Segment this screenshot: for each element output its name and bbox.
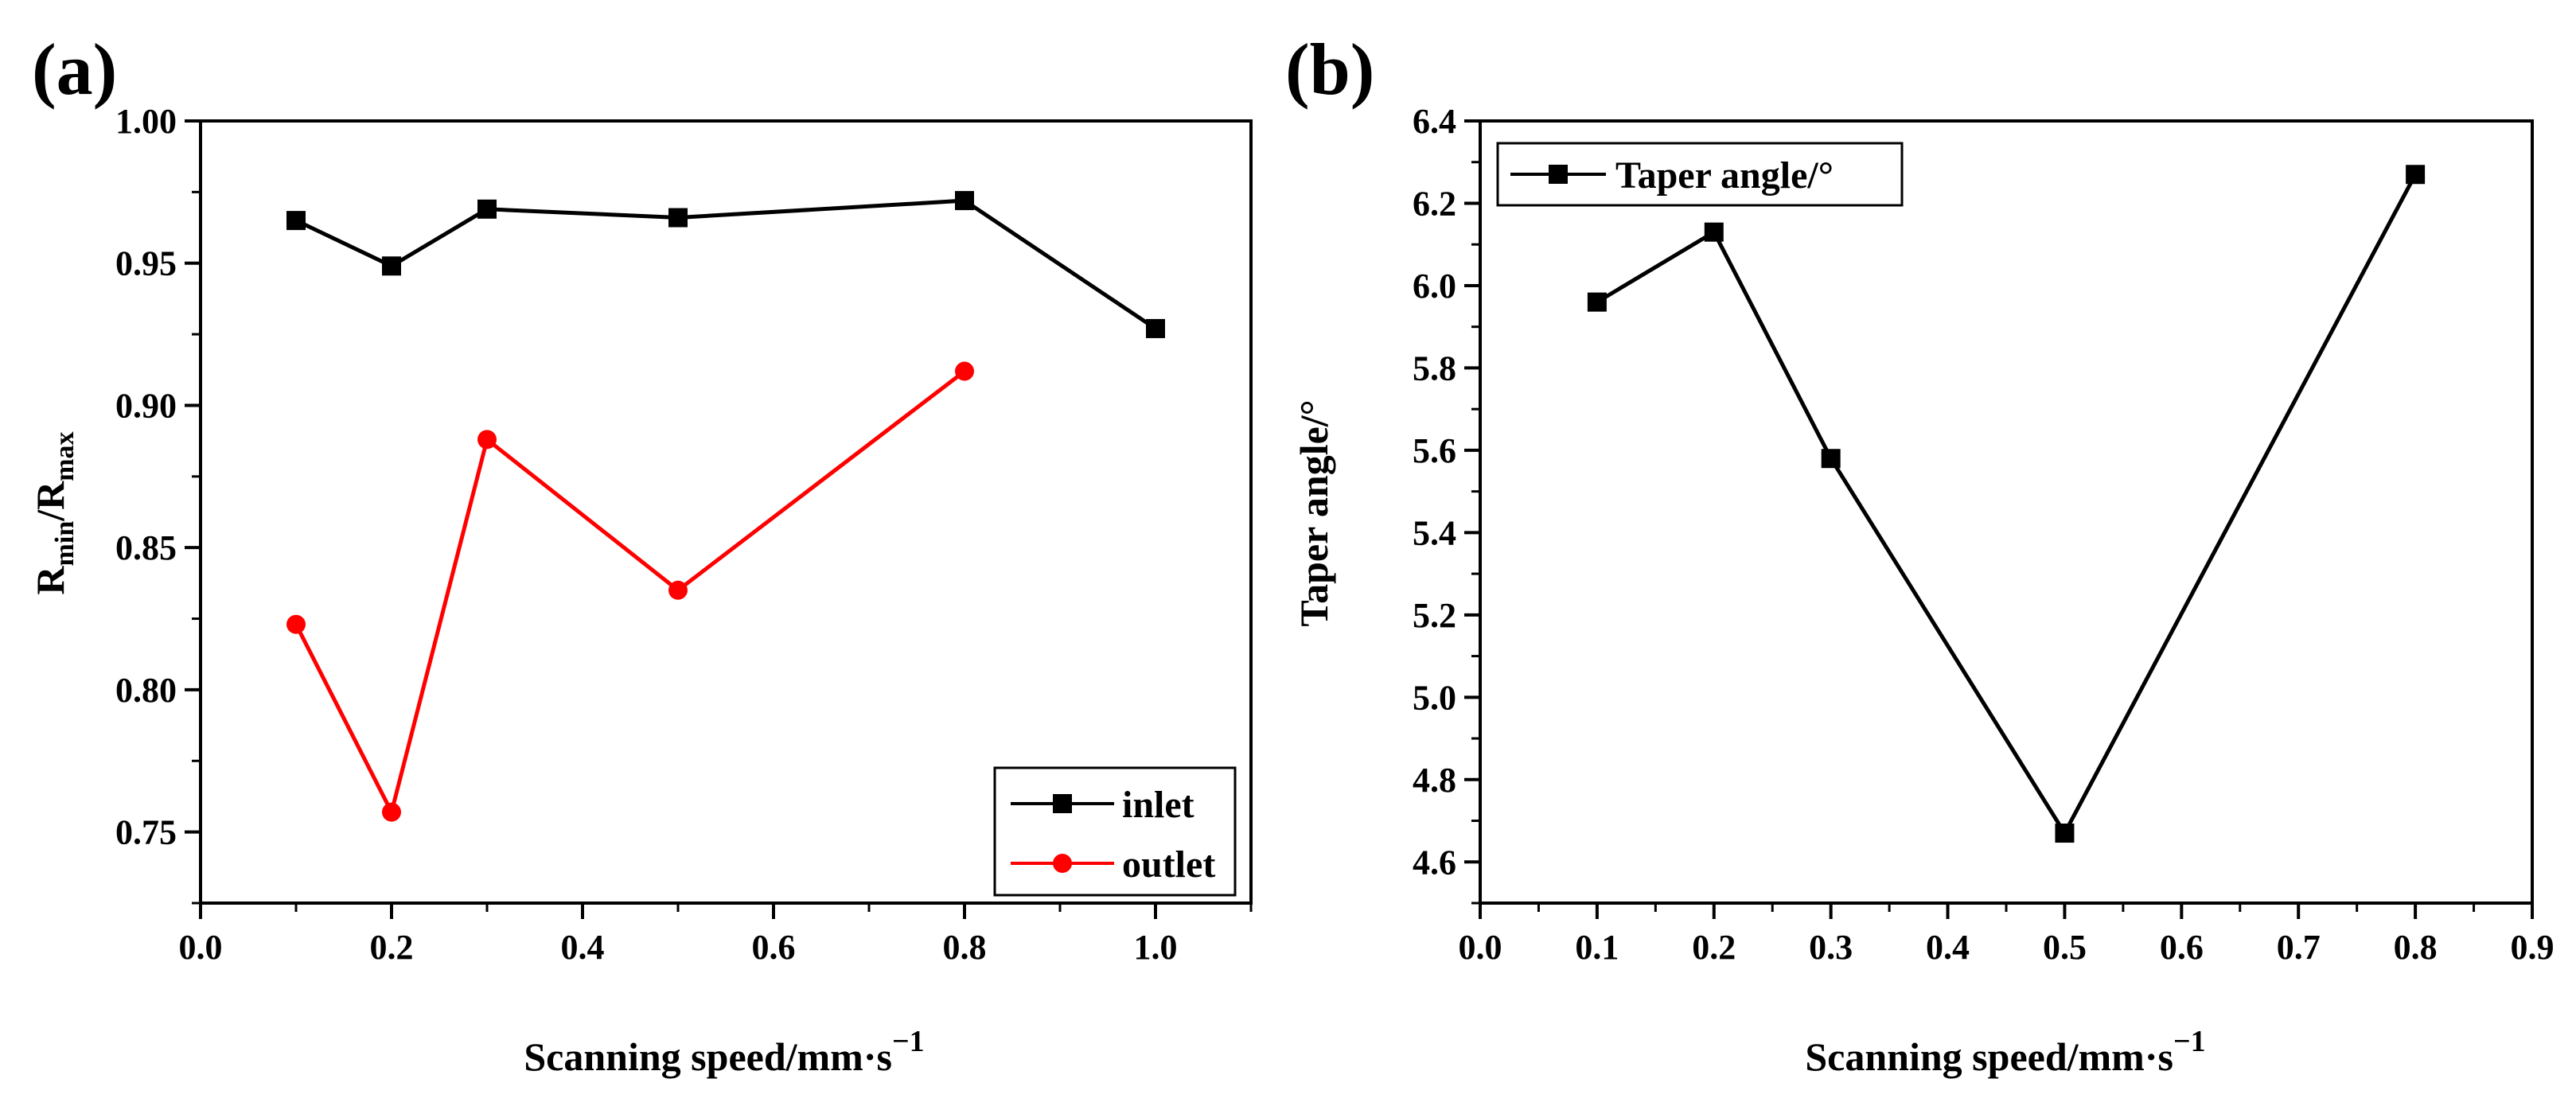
panel-b-x-tick-label: 0.8 [2394, 928, 2438, 967]
panel-b-y-tick-label: 6.4 [1413, 102, 1456, 141]
panel-b-y-tick-label: 5.2 [1413, 596, 1456, 635]
panel-a-legend-box [993, 766, 1237, 897]
panel-b-xlabel-unit: s [2158, 1034, 2173, 1079]
panel-b-y-axis-label: Taper angle/° [1292, 399, 1336, 626]
panel-b-series-taper-angle-line [1596, 173, 2418, 837]
panel-a-y-tick-label: 1.00 [115, 102, 177, 141]
panel-b-x-tick-label: 0.0 [1459, 928, 1502, 967]
panel-a-y-tick-label: 0.75 [115, 813, 177, 852]
panel-b-xlabel-dot: · [2145, 1034, 2158, 1079]
panel-b-x-tick-label: 0.2 [1692, 928, 1736, 967]
panel-b-point-taper-angle [2406, 165, 2426, 185]
panel-b-y-tick-label: 4.6 [1413, 843, 1456, 882]
panel-a-y-tick-label: 0.90 [115, 386, 177, 425]
panel-a-point-outlet [286, 614, 306, 634]
panel-a-ylabel-r: R [28, 566, 72, 595]
panel-a-point-outlet [477, 430, 497, 450]
panel-b-xlabel-main: Scanning speed/mm [1805, 1034, 2144, 1079]
panel-b-x-axis-label: Scanning speed/mm·s−1 [1805, 1025, 2205, 1079]
legend-taper-marker [1549, 165, 1568, 184]
panel-a-ylabel-sep: /R [28, 481, 72, 522]
panel-a-x-tick-label: 0.2 [370, 928, 414, 967]
panel-a-xlabel-dot: · [863, 1034, 877, 1079]
panel-a-point-inlet [477, 199, 497, 219]
panel-a-x-tick-label: 0.4 [561, 928, 605, 967]
panel-b-x-tick-label: 0.1 [1575, 928, 1619, 967]
panel-a-series-outlet-line [294, 369, 966, 818]
panel-a-point-inlet [286, 211, 306, 231]
legend-inlet-marker [1053, 794, 1072, 813]
panel-b-point-taper-angle [1704, 222, 1724, 242]
panel-b-x-tick-label: 0.3 [1809, 928, 1853, 967]
panel-b-legend: Taper angle/° [1496, 142, 1904, 207]
legend-inlet-label: inlet [1122, 784, 1194, 826]
panel-b-point-taper-angle [2055, 824, 2075, 843]
panel-b-y-tick-label: 4.8 [1413, 761, 1456, 800]
panel-a-ylabel-sub-max: max [50, 431, 80, 481]
panel-a-xlabel-exp: −1 [892, 1025, 925, 1058]
panel-a-ylabel-sub-min: min [50, 521, 80, 567]
panel-a-point-outlet [668, 580, 688, 600]
panel-b-series [1587, 165, 2426, 843]
panel-a-point-outlet [382, 802, 401, 822]
panel-b-x-tick-label: 0.9 [2511, 928, 2555, 967]
panel-a-x-tick-label: 1.0 [1134, 928, 1178, 967]
panel-b-y-tick-label: 5.4 [1413, 513, 1456, 552]
legend-outlet-marker [1053, 854, 1072, 873]
panel-a-x-tick-label: 0.8 [943, 928, 987, 967]
panel-a-x-tick-label: 0.0 [179, 928, 223, 967]
panel-a-x-tick-label: 0.6 [752, 928, 796, 967]
panel-label-b: (b) [1285, 29, 1374, 110]
panel-b-x-tick-label: 0.6 [2160, 928, 2204, 967]
panel-a-xlabel-main: Scanning speed/mm [524, 1034, 863, 1079]
panel-a-series [286, 191, 1165, 822]
panel-a-y-axis-label: Rmin/Rmax [28, 431, 80, 594]
panel-a-point-inlet [1146, 318, 1165, 338]
panel-a-legend: inlet outlet [993, 766, 1237, 897]
panel-b-y-tick-label: 5.8 [1413, 349, 1456, 387]
panel-b-xlabel-exp: −1 [2173, 1025, 2206, 1058]
panel-a-x-axis-label: Scanning speed/mm·s−1 [524, 1025, 924, 1079]
panel-a-series-inlet-line [294, 198, 1157, 330]
panel-a-y-tick-label: 0.80 [115, 671, 177, 710]
panel-b-plot-frame [1479, 119, 2534, 905]
panel-b-point-taper-angle [1821, 449, 1841, 469]
panel-b-x-tick-label: 0.7 [2277, 928, 2321, 967]
panel-a-point-inlet [955, 191, 974, 211]
panel-a-point-inlet [668, 208, 688, 228]
panel-a-xlabel-unit: s [877, 1034, 892, 1079]
panel-a-ticks: 0.0 0.2 0.4 0.6 0.8 1.0 0.75 0.80 0.85 0.90 0.95 1.… [115, 102, 1253, 967]
panel-label-a: (a) [32, 29, 117, 110]
panel-b-x-tick-label: 0.5 [2043, 928, 2087, 967]
panel-b-point-taper-angle [1587, 292, 1607, 312]
panel-a-point-inlet [382, 256, 401, 276]
panel-a-point-outlet [955, 361, 974, 381]
legend-outlet-label: outlet [1122, 843, 1215, 886]
panel-b-x-tick-label: 0.4 [1926, 928, 1970, 967]
panel-b-y-tick-label: 5.0 [1413, 678, 1456, 717]
legend-taper-label: Taper angle/° [1615, 154, 1834, 197]
panel-a-y-tick-label: 0.95 [115, 244, 177, 283]
panel-a-y-tick-label: 0.85 [115, 528, 177, 567]
panel-b-ticks: 0.0 0.1 0.2 0.3 0.4 0.5 0.6 0.7 0.8 0.9 4.6 4.8 5.0 5… [1413, 102, 2555, 967]
panel-b-y-tick-label: 6.0 [1413, 267, 1456, 306]
panel-b-y-tick-label: 5.6 [1413, 431, 1456, 470]
panel-b-y-tick-label: 6.2 [1413, 184, 1456, 223]
panel-a-plot-frame [199, 119, 1253, 905]
